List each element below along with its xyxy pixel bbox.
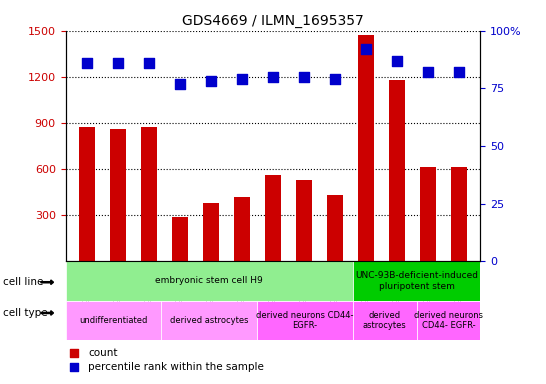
- Text: derived astrocytes: derived astrocytes: [170, 316, 248, 325]
- Point: [344, 142, 353, 149]
- Text: undifferentiated: undifferentiated: [79, 316, 147, 325]
- Bar: [173, 217, 188, 261]
- Bar: [80, 127, 95, 261]
- Bar: [110, 129, 126, 261]
- Text: derived
astrocytes: derived astrocytes: [363, 311, 407, 330]
- Text: count: count: [88, 348, 118, 358]
- Point: [361, 46, 370, 52]
- Point: [424, 69, 432, 75]
- FancyBboxPatch shape: [66, 301, 161, 340]
- Point: [83, 60, 92, 66]
- FancyBboxPatch shape: [66, 261, 353, 301]
- Bar: [358, 35, 373, 261]
- Point: [330, 76, 339, 82]
- Bar: [296, 180, 312, 261]
- Point: [344, 273, 353, 280]
- Bar: [389, 80, 405, 261]
- Text: UNC-93B-deficient-induced
pluripotent stem: UNC-93B-deficient-induced pluripotent st…: [355, 271, 478, 291]
- Point: [300, 74, 308, 80]
- Bar: [451, 167, 466, 261]
- FancyBboxPatch shape: [353, 301, 417, 340]
- Title: GDS4669 / ILMN_1695357: GDS4669 / ILMN_1695357: [182, 14, 364, 28]
- Bar: [327, 195, 343, 261]
- Bar: [141, 127, 157, 261]
- Point: [393, 58, 401, 64]
- Point: [145, 60, 153, 66]
- FancyBboxPatch shape: [161, 301, 257, 340]
- Text: percentile rank within the sample: percentile rank within the sample: [88, 362, 264, 372]
- Point: [114, 60, 122, 66]
- FancyBboxPatch shape: [353, 261, 480, 301]
- Point: [207, 78, 216, 84]
- Bar: [420, 167, 436, 261]
- FancyBboxPatch shape: [257, 301, 353, 340]
- Text: cell type: cell type: [3, 308, 48, 318]
- FancyBboxPatch shape: [417, 301, 480, 340]
- Point: [176, 81, 185, 87]
- Text: cell line: cell line: [3, 277, 43, 287]
- Text: derived neurons
CD44- EGFR-: derived neurons CD44- EGFR-: [414, 311, 483, 330]
- Bar: [234, 197, 250, 261]
- Bar: [203, 203, 219, 261]
- Bar: [265, 175, 281, 261]
- Point: [238, 76, 246, 82]
- Point: [454, 69, 463, 75]
- Point: [269, 74, 277, 80]
- Text: derived neurons CD44-
EGFR-: derived neurons CD44- EGFR-: [256, 311, 354, 330]
- Text: embryonic stem cell H9: embryonic stem cell H9: [155, 276, 263, 285]
